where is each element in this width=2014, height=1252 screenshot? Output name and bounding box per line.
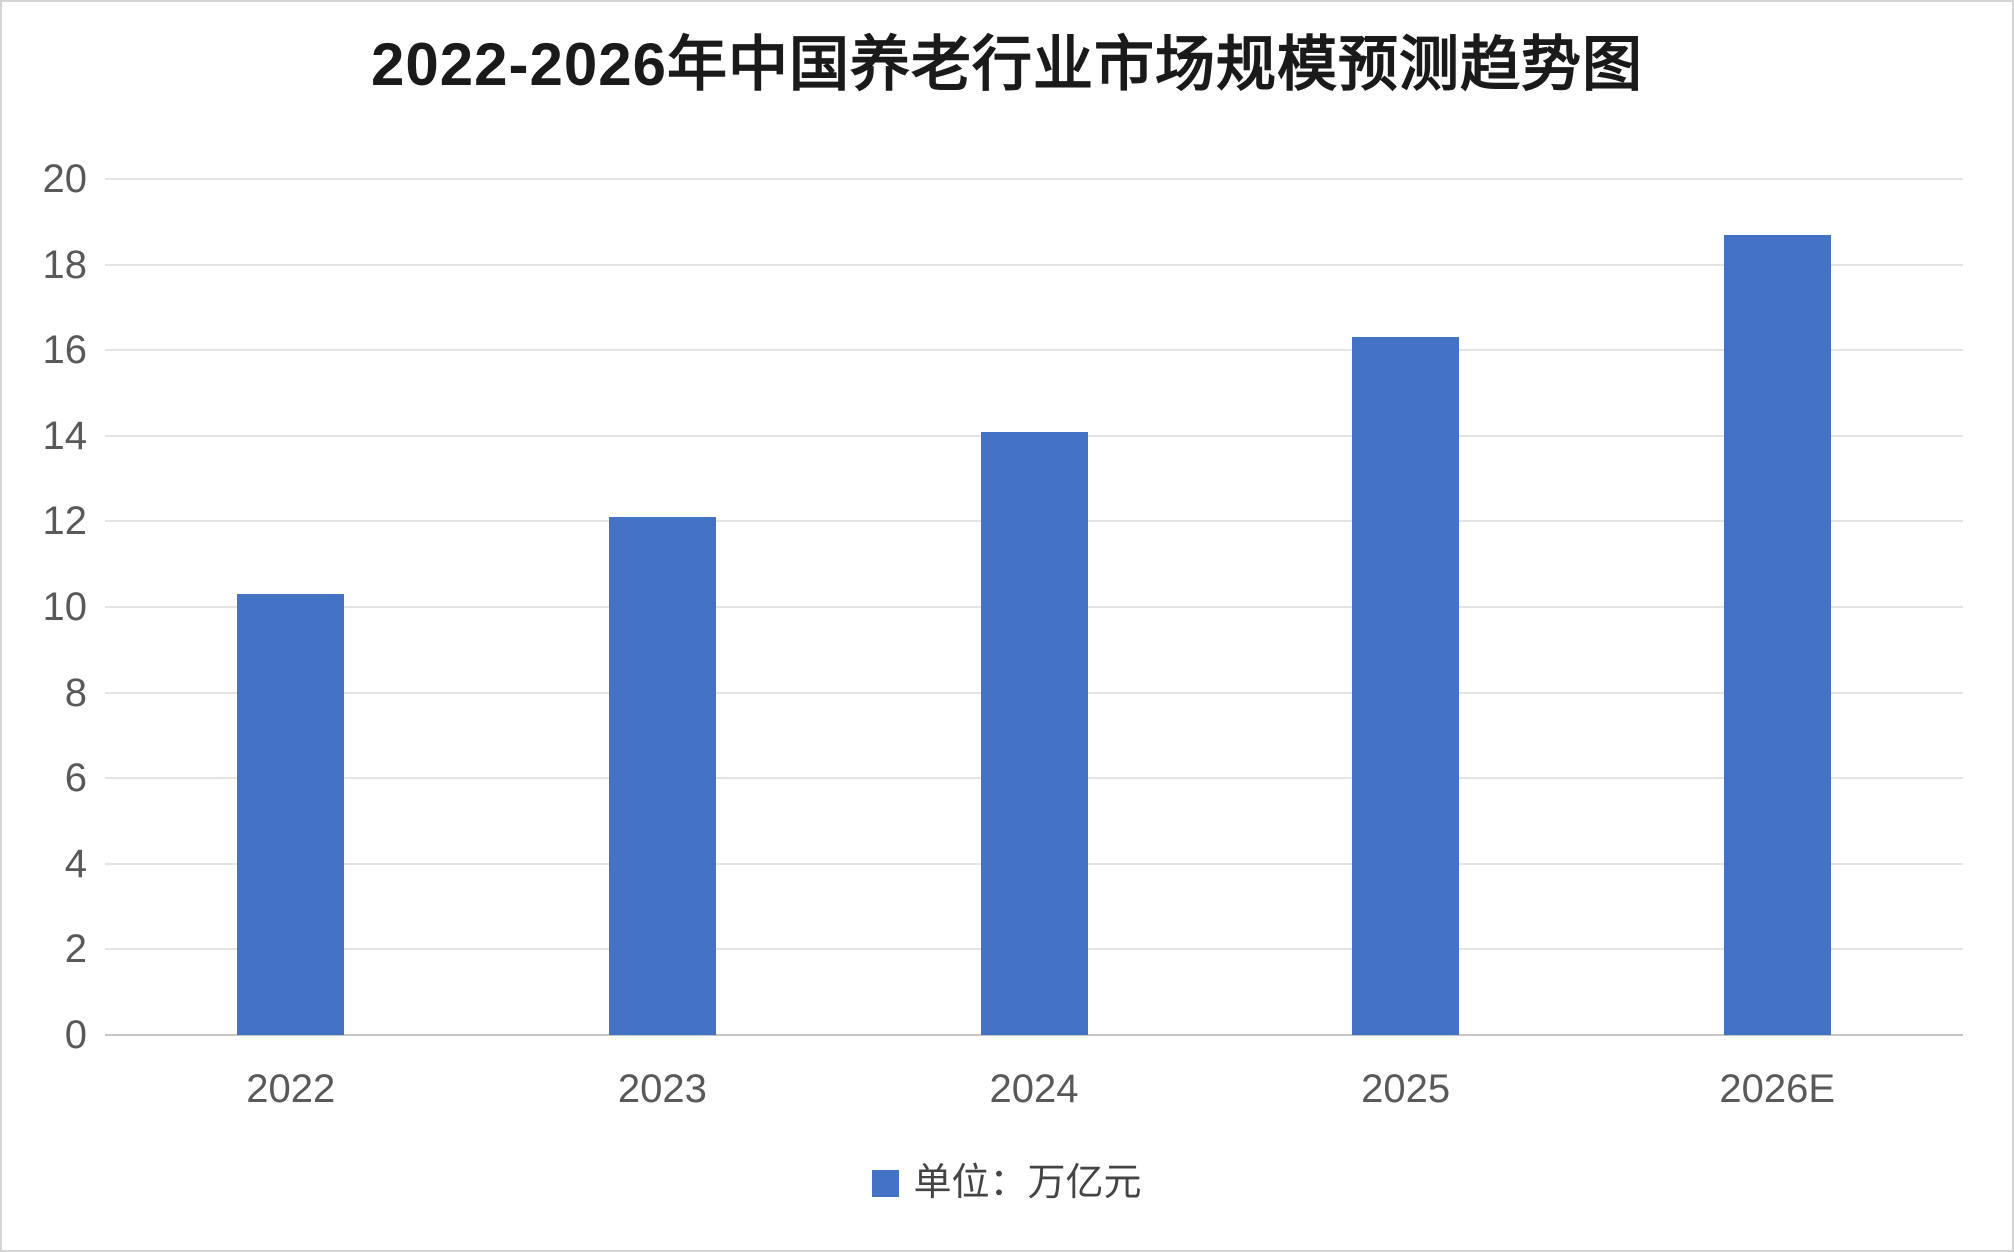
- y-axis-tick-label: 12: [42, 499, 88, 544]
- bar-2024: [980, 431, 1088, 1035]
- y-axis-tick-label: 8: [64, 670, 87, 715]
- gridline: [105, 349, 1963, 352]
- y-axis-tick-label: 4: [64, 841, 87, 886]
- x-axis-tick-label: 2024: [989, 1067, 1079, 1111]
- y-axis-tick-label: 18: [42, 242, 88, 287]
- y-axis-tick-label: 2: [64, 927, 87, 972]
- x-axis-baseline: [105, 1034, 1963, 1036]
- x-axis-tick-label: 2026E: [1719, 1067, 1836, 1111]
- legend: 单位：万亿元: [2, 1160, 2012, 1206]
- x-axis-tick-label: 2022: [246, 1067, 336, 1111]
- bar-2025: [1352, 337, 1460, 1035]
- bar-2022: [237, 594, 345, 1035]
- bar-2023: [608, 517, 716, 1035]
- gridline: [105, 263, 1963, 266]
- y-axis-tick-label: 14: [42, 413, 88, 458]
- x-axis-tick-label: 2023: [617, 1067, 707, 1111]
- chart-title: 2022-2026年中国养老行业市场规模预测趋势图: [371, 31, 1643, 98]
- y-axis-tick-label: 16: [42, 328, 88, 373]
- y-axis-tick-label: 20: [42, 157, 88, 201]
- y-axis-tick-label: 6: [64, 756, 87, 801]
- y-axis-tick-label: 0: [64, 1013, 87, 1057]
- gridline: [105, 178, 1963, 180]
- plot-area: 0 2 4 6 8 10 12 14 16 18 20 2022 2023 2024 2025 2026E: [43, 157, 1963, 1111]
- legend-swatch-icon: [872, 1169, 900, 1197]
- y-axis-tick-label: 10: [42, 585, 88, 629]
- x-axis-tick-label: 2025: [1361, 1067, 1451, 1111]
- bar-2026E: [1723, 234, 1831, 1035]
- legend-label: 单位：万亿元: [913, 1162, 1142, 1204]
